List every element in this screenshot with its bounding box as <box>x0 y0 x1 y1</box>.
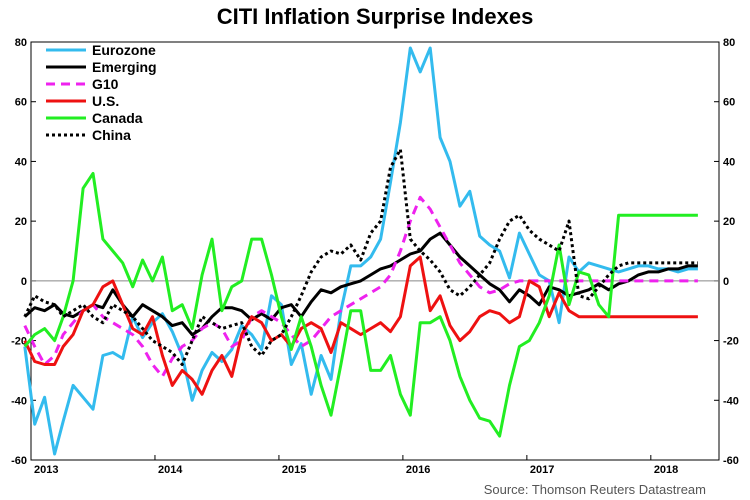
series-lines <box>23 46 698 456</box>
x-tick-label: 2013 <box>34 464 58 476</box>
x-tick-label: 2018 <box>654 464 678 476</box>
y-tick-label-left: 0 <box>21 276 27 288</box>
y-tick-label-right: 80 <box>723 37 735 49</box>
series-line-canada <box>23 171 698 438</box>
y-tick-label-left: 80 <box>15 37 27 49</box>
x-axis: 2013 2014 2015 2016 2017 2018 <box>30 455 678 476</box>
y-tick-label-left: -40 <box>11 395 27 407</box>
series-line-emerging <box>23 231 698 337</box>
legend-label: Emerging <box>92 59 157 75</box>
legend-label: Canada <box>92 110 143 126</box>
legend-label: China <box>92 127 131 143</box>
y-tick-label-right: 40 <box>723 156 735 168</box>
y-tick-label-right: -60 <box>723 455 739 467</box>
x-tick-label: 2016 <box>406 464 430 476</box>
y-tick-label-left: -20 <box>11 336 27 348</box>
plot-frame <box>30 41 720 461</box>
y-tick-label-right: 60 <box>723 97 735 109</box>
y-tick-label-right: 20 <box>723 216 735 228</box>
y-tick-label-left: 60 <box>15 97 27 109</box>
y-tick-label-left: -60 <box>11 455 27 467</box>
y-tick-label-right: -20 <box>723 336 739 348</box>
series-line-g10 <box>23 195 698 378</box>
series-line-china <box>23 148 698 366</box>
y-tick-label-right: -40 <box>723 395 739 407</box>
y-axis-left: -60 -40 -20 0 20 40 60 80 <box>11 37 36 467</box>
legend-label: Eurozone <box>92 42 156 58</box>
y-tick-label-right: 0 <box>723 276 729 288</box>
y-tick-label-left: 20 <box>15 216 27 228</box>
legend-label: U.S. <box>92 93 119 109</box>
x-tick-label: 2017 <box>530 464 554 476</box>
source-note: Source: Thomson Reuters Datastream <box>484 482 706 497</box>
chart-title: CITI Inflation Surprise Indexes <box>217 4 534 29</box>
x-tick-label: 2014 <box>158 464 183 476</box>
legend-label: G10 <box>92 76 119 92</box>
series-line-eurozone <box>23 46 698 456</box>
y-axis-right: -60 -40 -20 0 20 40 60 80 <box>714 37 739 467</box>
series-line-u-s- <box>23 255 698 396</box>
y-tick-label-left: 40 <box>15 156 27 168</box>
x-tick-label: 2015 <box>282 464 306 476</box>
